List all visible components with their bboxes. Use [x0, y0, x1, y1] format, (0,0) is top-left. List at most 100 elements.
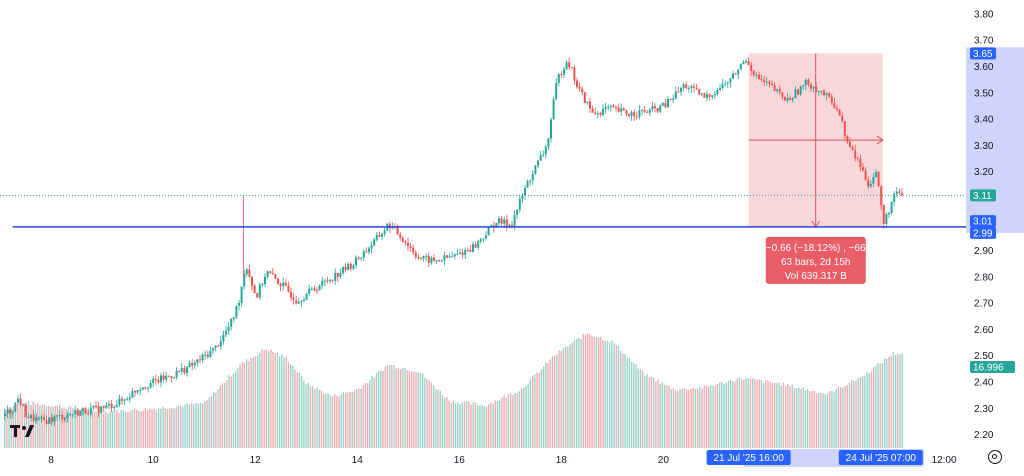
candle-body	[37, 417, 40, 419]
volume-bar	[637, 368, 639, 448]
candle-body	[131, 391, 134, 398]
candle-body	[500, 218, 503, 224]
volume-bar	[666, 385, 668, 448]
candle-body	[134, 391, 136, 393]
volume-bar	[314, 389, 316, 448]
volume-bar	[94, 411, 96, 448]
candle-body	[607, 106, 610, 108]
volume-bar	[215, 392, 217, 448]
volume-bar	[747, 378, 749, 448]
volume-bar	[384, 366, 386, 448]
candle-body	[79, 410, 82, 416]
candle-body	[435, 260, 438, 262]
volume-bar	[642, 370, 644, 448]
volume-bar	[402, 367, 404, 448]
candle-body	[503, 219, 506, 224]
candle-body	[63, 417, 66, 420]
volume-bar	[81, 408, 83, 448]
candle-body	[199, 359, 201, 361]
volume-bar	[127, 411, 129, 448]
candle-body	[170, 376, 173, 378]
volume-bar	[837, 386, 840, 448]
volume-bar	[576, 338, 578, 448]
volume-bar	[782, 382, 785, 448]
candle-body	[412, 247, 415, 253]
candle-body	[846, 136, 849, 143]
volume-bar	[624, 353, 626, 448]
measure-volume-text: Vol 639.317 B	[785, 271, 848, 282]
candle-body	[297, 301, 300, 304]
volume-bar	[705, 385, 708, 448]
candle-body	[583, 92, 586, 104]
candle-body	[108, 403, 110, 406]
candle-body	[656, 107, 659, 112]
volume-bar	[661, 382, 664, 448]
volume-bar	[391, 365, 393, 448]
volume-bar	[243, 362, 246, 448]
volume-bar	[371, 376, 373, 448]
candle-body	[251, 276, 253, 286]
volume-bar	[809, 391, 811, 448]
candle-body	[238, 302, 240, 306]
volume-bar	[23, 403, 26, 448]
volume-bar	[483, 405, 485, 448]
volume-bar	[725, 382, 727, 448]
volume-bar	[529, 379, 532, 448]
candle-body	[279, 283, 282, 287]
candle-body	[706, 94, 708, 98]
candle-body	[708, 94, 711, 97]
volume-bar	[10, 408, 12, 448]
volume-bar	[628, 358, 631, 448]
volume-bar	[859, 377, 862, 448]
candle-body	[617, 107, 620, 112]
volume-bar	[853, 380, 855, 448]
candle-body	[849, 142, 851, 147]
y-tick-label: 2.30	[974, 404, 994, 415]
volume-bar	[738, 377, 741, 448]
volume-bar	[488, 404, 490, 448]
volume-bar	[864, 376, 866, 448]
candle-body	[69, 414, 71, 416]
volume-bar	[815, 393, 818, 448]
candle-body	[758, 74, 760, 80]
volume-bar	[580, 339, 582, 448]
volume-bar	[307, 382, 309, 448]
volume-bar	[708, 386, 710, 448]
candles[interactable]	[4, 57, 903, 427]
candle-body	[550, 119, 552, 139]
volume-bar	[186, 403, 188, 448]
candle-body	[277, 278, 279, 284]
candle-body	[43, 417, 45, 421]
time-tag-end-text: 24 Jul '25 07:00	[846, 453, 917, 464]
candle-body	[388, 223, 391, 229]
candle-body	[401, 237, 404, 242]
volume-bar	[446, 397, 448, 448]
candle-body	[326, 280, 329, 282]
candle-body	[482, 238, 485, 240]
candle-body	[781, 92, 784, 98]
price-tag-top-text: 3.65	[973, 49, 993, 60]
settings-icon[interactable]	[988, 450, 1002, 464]
candle-body	[742, 62, 745, 65]
volume-bar	[268, 351, 270, 448]
y-tick-label: 3.20	[974, 167, 994, 178]
volume-bar	[287, 362, 290, 448]
price-tag-level-a	[970, 215, 996, 228]
volume-bar	[296, 372, 298, 448]
candle-body	[589, 101, 591, 109]
candle-body	[209, 350, 212, 357]
volume-bar	[111, 411, 114, 448]
volume-bar	[710, 385, 712, 448]
volume-bar	[424, 377, 426, 448]
volume-bar	[516, 393, 518, 448]
tradingview-logo-icon[interactable]	[10, 422, 36, 440]
candle-body	[737, 69, 740, 75]
volume-bar	[813, 390, 815, 448]
volume-bar	[505, 397, 507, 448]
volume-bar	[263, 350, 265, 448]
volume-bar	[72, 408, 74, 448]
volume-bar	[573, 340, 576, 448]
candle-body	[620, 108, 623, 112]
volume-bar	[829, 391, 831, 448]
